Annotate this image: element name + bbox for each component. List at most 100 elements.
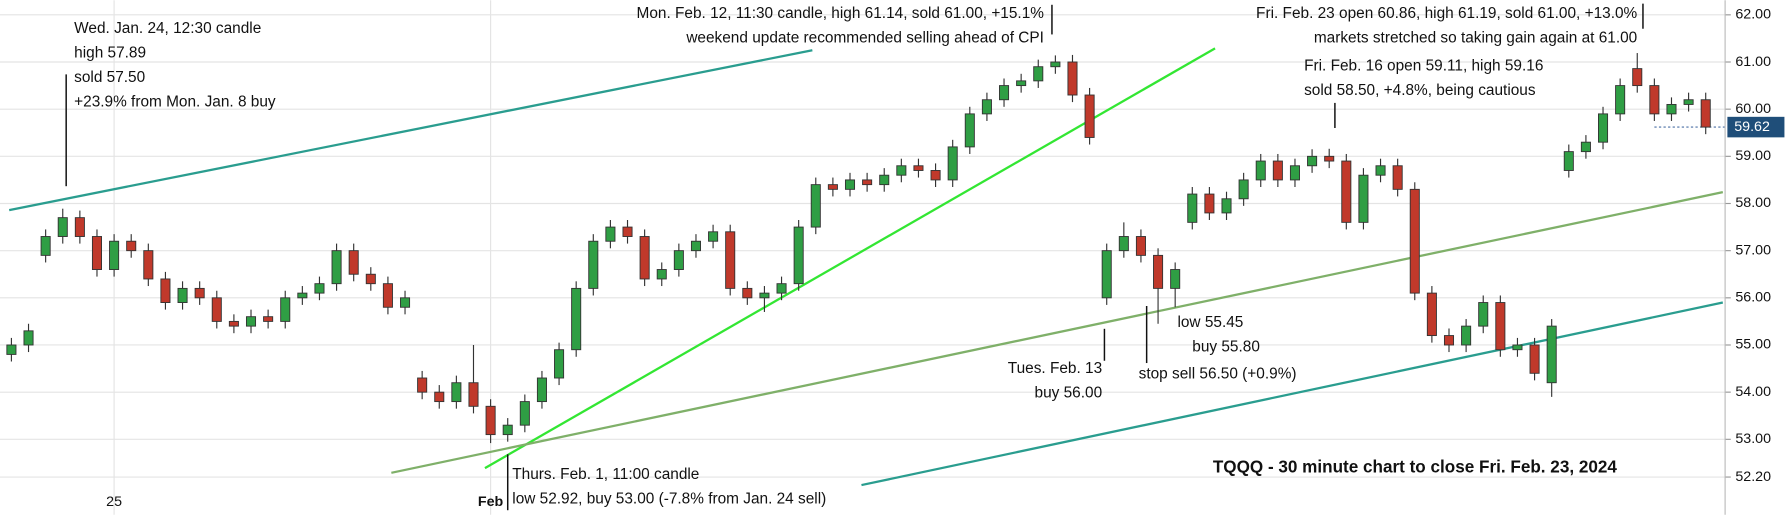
- candle-body: [999, 85, 1010, 101]
- candle-body: [708, 231, 719, 242]
- candle-body: [519, 401, 530, 426]
- candle-body: [1478, 302, 1489, 327]
- annotation-text: Fri. Feb. 23 open 60.86, high 61.19, sol…: [1256, 5, 1638, 22]
- candle-body: [1529, 344, 1540, 374]
- candle-body: [1375, 165, 1386, 176]
- candle-body: [1341, 160, 1352, 223]
- annotation-text: low 55.45: [1177, 314, 1243, 331]
- candle-body: [194, 287, 205, 299]
- candle-body: [1255, 160, 1266, 181]
- candle-body: [1221, 198, 1232, 214]
- candle-body: [1409, 188, 1420, 294]
- y-tick-label: 60.00: [1735, 101, 1771, 117]
- candle-body: [862, 179, 873, 186]
- annotation-text: sold 57.50: [74, 69, 145, 86]
- candle-body: [417, 377, 428, 393]
- candle-body: [1289, 165, 1300, 181]
- candle-body: [810, 184, 821, 228]
- candle-body: [91, 236, 103, 270]
- candle-body: [776, 283, 787, 294]
- grid-layer: [0, 0, 1731, 515]
- y-tick-label: 57.00: [1735, 242, 1771, 258]
- candle-body: [228, 320, 239, 327]
- candle-body: [656, 269, 667, 280]
- candle-body: [536, 377, 547, 403]
- candle-body: [348, 250, 359, 275]
- trendline: [861, 301, 1724, 487]
- candle-body: [1084, 94, 1095, 138]
- candle-body: [1632, 68, 1643, 87]
- chart-title: TQQQ - 30 minute chart to close Fri. Feb…: [1213, 458, 1618, 477]
- candle-body: [1118, 236, 1129, 252]
- annotation-text: Wed. Jan. 24, 12:30 candle: [74, 20, 261, 37]
- candle-body: [382, 283, 393, 308]
- candle-body: [1187, 193, 1198, 223]
- candle-body: [1649, 85, 1660, 115]
- candle-body: [280, 297, 291, 322]
- candle-body: [588, 240, 599, 289]
- candle-body: [1135, 236, 1146, 256]
- candle-body: [143, 250, 154, 280]
- candle-body: [1666, 103, 1677, 115]
- candle-body: [896, 165, 907, 176]
- candle-body: [827, 184, 838, 190]
- candle-body: [1307, 155, 1318, 167]
- y-tick-label: 53.00: [1735, 431, 1771, 447]
- candle-body: [451, 382, 462, 403]
- candle-body: [622, 226, 633, 237]
- candle-body: [211, 297, 222, 322]
- candle-body: [502, 424, 513, 436]
- candle-body: [844, 179, 856, 190]
- candle-body: [913, 165, 924, 171]
- candle-body: [297, 292, 308, 299]
- candle-body: [331, 250, 342, 285]
- candle-body: [1272, 160, 1283, 181]
- candle-body: [930, 170, 941, 181]
- candle-body: [690, 240, 701, 252]
- candle-body: [947, 146, 958, 181]
- y-tick-label: 52.20: [1735, 469, 1771, 485]
- x-tick-label: 25: [106, 494, 122, 510]
- trendline-layer: [8, 47, 1726, 487]
- candle-body: [126, 240, 137, 252]
- candle-body: [879, 174, 890, 186]
- candle-body: [759, 292, 770, 299]
- candle-body: [673, 250, 684, 270]
- y-tick-label: 56.00: [1735, 290, 1771, 306]
- y-tick-label: 55.00: [1735, 337, 1771, 353]
- candle-body: [1358, 174, 1369, 223]
- candle-body: [639, 236, 650, 280]
- candle-body: [1700, 99, 1711, 128]
- candle-body: [1016, 80, 1027, 87]
- candle-body: [365, 273, 376, 285]
- candle-layer: [6, 53, 1711, 444]
- candle-body: [1683, 99, 1694, 105]
- candle-body: [245, 316, 257, 327]
- candle-body: [1392, 165, 1403, 190]
- trendline: [8, 49, 813, 212]
- annotation-text: high 57.89: [74, 44, 146, 61]
- candle-body: [1580, 141, 1591, 153]
- y-tick-label: 61.00: [1735, 54, 1771, 70]
- annotation-text: Fri. Feb. 16 open 59.11, high 59.16: [1304, 57, 1543, 74]
- last-price-box: [1727, 116, 1785, 138]
- annotation-text: Tues. Feb. 13: [1008, 360, 1102, 377]
- candle-body: [1170, 269, 1181, 289]
- candle-body: [263, 316, 274, 322]
- candle-body: [1563, 151, 1574, 171]
- candle-body: [605, 226, 616, 242]
- candle-body: [1050, 61, 1061, 68]
- candle-body: [468, 382, 479, 407]
- candle-body: [1512, 344, 1523, 351]
- candle-body: [434, 391, 445, 403]
- candle-body: [1324, 155, 1335, 162]
- candle-body: [1033, 66, 1044, 82]
- candle-body: [1067, 61, 1078, 96]
- candle-body: [1546, 325, 1557, 384]
- annotation-text: stop sell 56.50 (+0.9%): [1139, 366, 1297, 383]
- x-tick-label: Feb: [478, 494, 504, 510]
- candle-body: [1615, 85, 1626, 115]
- y-tick-label: 58.00: [1735, 195, 1771, 211]
- last-price-label: 59.62: [1734, 119, 1770, 135]
